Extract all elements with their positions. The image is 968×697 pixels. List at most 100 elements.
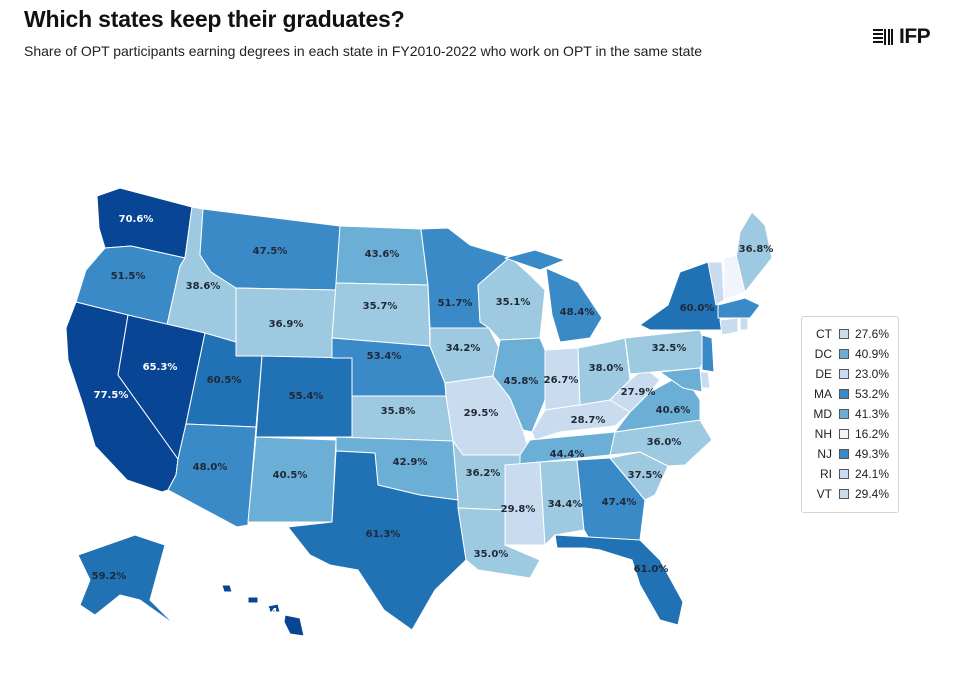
legend-value: 53.2% [855,387,890,401]
legend-swatch [839,449,849,459]
state-label-in: 26.7% [544,375,579,386]
legend-value: 49.3% [855,447,890,461]
state-label-mt: 47.5% [253,246,288,257]
legend-state-abbr: NH [814,427,832,441]
legend-swatch [839,389,849,399]
legend-row-ri: RI 24.1% [802,464,898,484]
legend-state-abbr: CT [816,327,832,341]
state-label-wa: 70.6% [119,214,154,225]
state-ri[interactable] [739,317,749,331]
state-nh[interactable] [723,254,746,301]
state-tx[interactable] [287,450,467,631]
state-label-me: 36.8% [739,244,774,255]
state-label-ok: 42.9% [393,457,428,468]
legend-value: 23.0% [855,367,890,381]
legend-value: 40.9% [855,347,890,361]
small-states-legend: CT 27.6% DC 40.9% DE 23.0% MA 53.2% MD 41.3% NH 16.… [801,316,899,513]
state-mi[interactable] [504,249,603,343]
state-label-nv: 65.3% [143,362,178,373]
state-sd[interactable] [331,282,431,347]
legend-swatch [839,489,849,499]
legend-state-abbr: NJ [817,447,832,461]
state-label-nc: 36.0% [647,437,682,448]
state-label-ky: 28.7% [571,415,606,426]
state-md[interactable] [659,367,703,393]
legend-value: 27.6% [855,327,890,341]
state-ks[interactable] [351,395,454,442]
state-label-ms: 29.8% [501,504,536,515]
state-label-hi: 74.7% [264,607,299,618]
state-label-tx: 61.3% [366,529,401,540]
state-label-fl: 61.0% [634,564,669,575]
legend-row-md: MD 41.3% [802,404,898,424]
state-label-ar: 36.2% [466,468,501,479]
state-nc[interactable] [609,419,713,467]
legend-row-de: DE 23.0% [802,364,898,384]
state-label-ak: 59.2% [92,571,127,582]
state-label-id: 38.6% [186,281,221,292]
state-label-mo: 29.5% [464,408,499,419]
state-al[interactable] [539,459,585,546]
legend-state-abbr: RI [820,467,832,481]
state-ma[interactable] [717,297,761,319]
legend-row-ct: CT 27.6% [802,324,898,344]
legend-state-abbr: DE [815,367,832,381]
legend-row-ma: MA 53.2% [802,384,898,404]
state-hi[interactable] [221,584,305,637]
legend-value: 16.2% [855,427,890,441]
state-wv[interactable] [609,367,661,413]
ifp-logo: IFP [873,25,931,49]
state-label-sd: 35.7% [363,301,398,312]
legend-row-vt: VT 29.4% [802,484,898,504]
state-label-ks: 35.8% [381,406,416,417]
state-nj[interactable] [701,334,715,373]
state-label-sc: 37.5% [628,470,663,481]
legend-row-nh: NH 16.2% [802,424,898,444]
state-ct[interactable] [719,317,739,336]
state-label-nm: 40.5% [273,470,308,481]
legend-swatch [839,349,849,359]
state-label-la: 35.0% [474,549,509,560]
state-label-va: 40.6% [656,405,691,416]
ifp-logo-text: IFP [899,25,931,48]
state-label-ny: 60.0% [680,303,715,314]
legend-value: 24.1% [855,467,890,481]
legend-swatch [839,409,849,419]
legend-state-abbr: MD [813,407,832,421]
state-label-ne: 53.4% [367,351,402,362]
legend-swatch [839,429,849,439]
state-label-al: 34.4% [548,499,583,510]
legend-value: 29.4% [855,487,890,501]
state-label-ga: 47.4% [602,497,637,508]
ifp-logo-icon [873,29,893,45]
state-label-az: 48.0% [193,462,228,473]
state-fl[interactable] [554,534,684,626]
state-label-mi: 48.4% [560,307,595,318]
state-label-pa: 32.5% [652,343,687,354]
legend-row-nj: NJ 49.3% [802,444,898,464]
legend-state-abbr: VT [816,487,832,501]
chart-subtitle: Share of OPT participants earning degree… [24,43,703,59]
legend-value: 41.3% [855,407,890,421]
legend-state-abbr: MA [814,387,832,401]
state-ak[interactable] [77,534,176,626]
state-label-nd: 43.6% [365,249,400,260]
state-label-wy: 36.9% [269,319,304,330]
state-label-oh: 38.0% [589,363,624,374]
legend-row-dc: DC 40.9% [802,344,898,364]
legend-swatch [839,469,849,479]
state-label-wi: 35.1% [496,297,531,308]
state-label-il: 45.8% [504,376,539,387]
legend-state-abbr: DC [814,347,832,361]
state-label-ia: 34.2% [446,343,481,354]
legend-swatch [839,329,849,339]
state-label-mn: 51.7% [438,298,473,309]
legend-swatch [839,369,849,379]
state-label-wv: 27.9% [621,387,656,398]
state-vt[interactable] [707,261,725,306]
state-label-tn: 44.4% [550,449,585,460]
state-label-co: 55.4% [289,391,324,402]
state-az[interactable] [167,423,257,528]
state-label-ut: 60.5% [207,375,242,386]
